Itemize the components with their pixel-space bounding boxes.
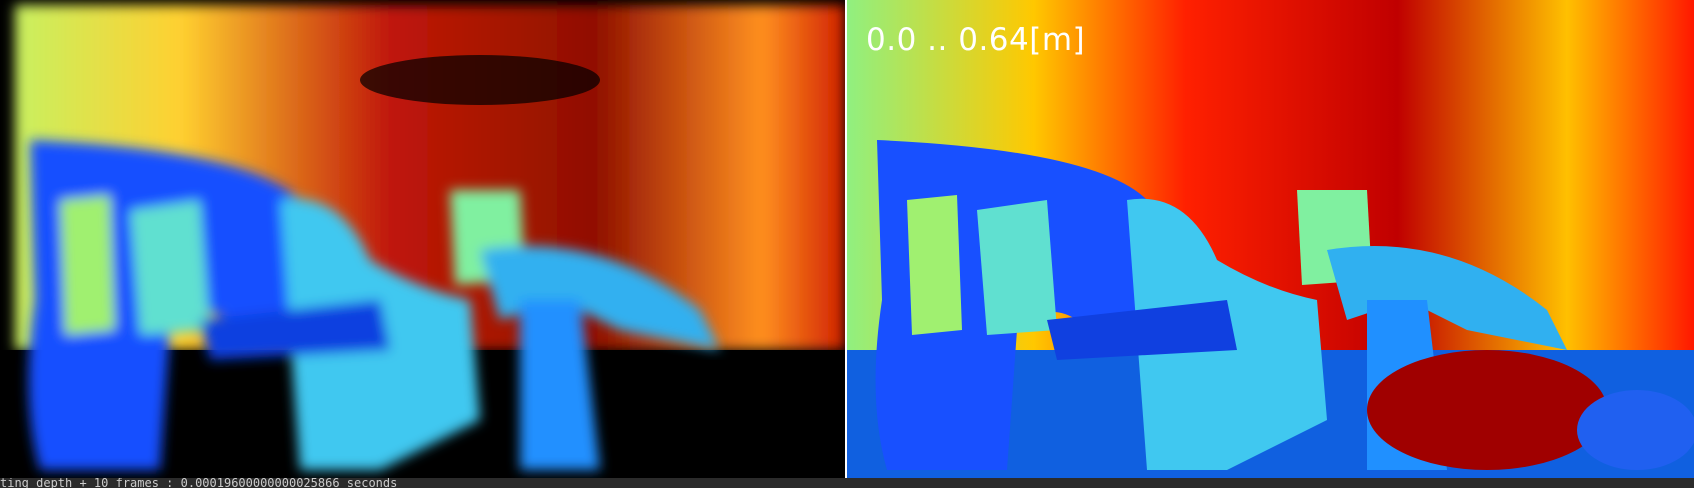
divider bbox=[845, 0, 847, 480]
status-line: ting depth + 10 frames : 0.0001960000000… bbox=[0, 478, 1694, 488]
left-depth-view bbox=[0, 0, 845, 480]
depth-range-label: 0.0 .. 0.64[m] bbox=[866, 22, 1086, 58]
right-depth-view bbox=[847, 0, 1694, 480]
